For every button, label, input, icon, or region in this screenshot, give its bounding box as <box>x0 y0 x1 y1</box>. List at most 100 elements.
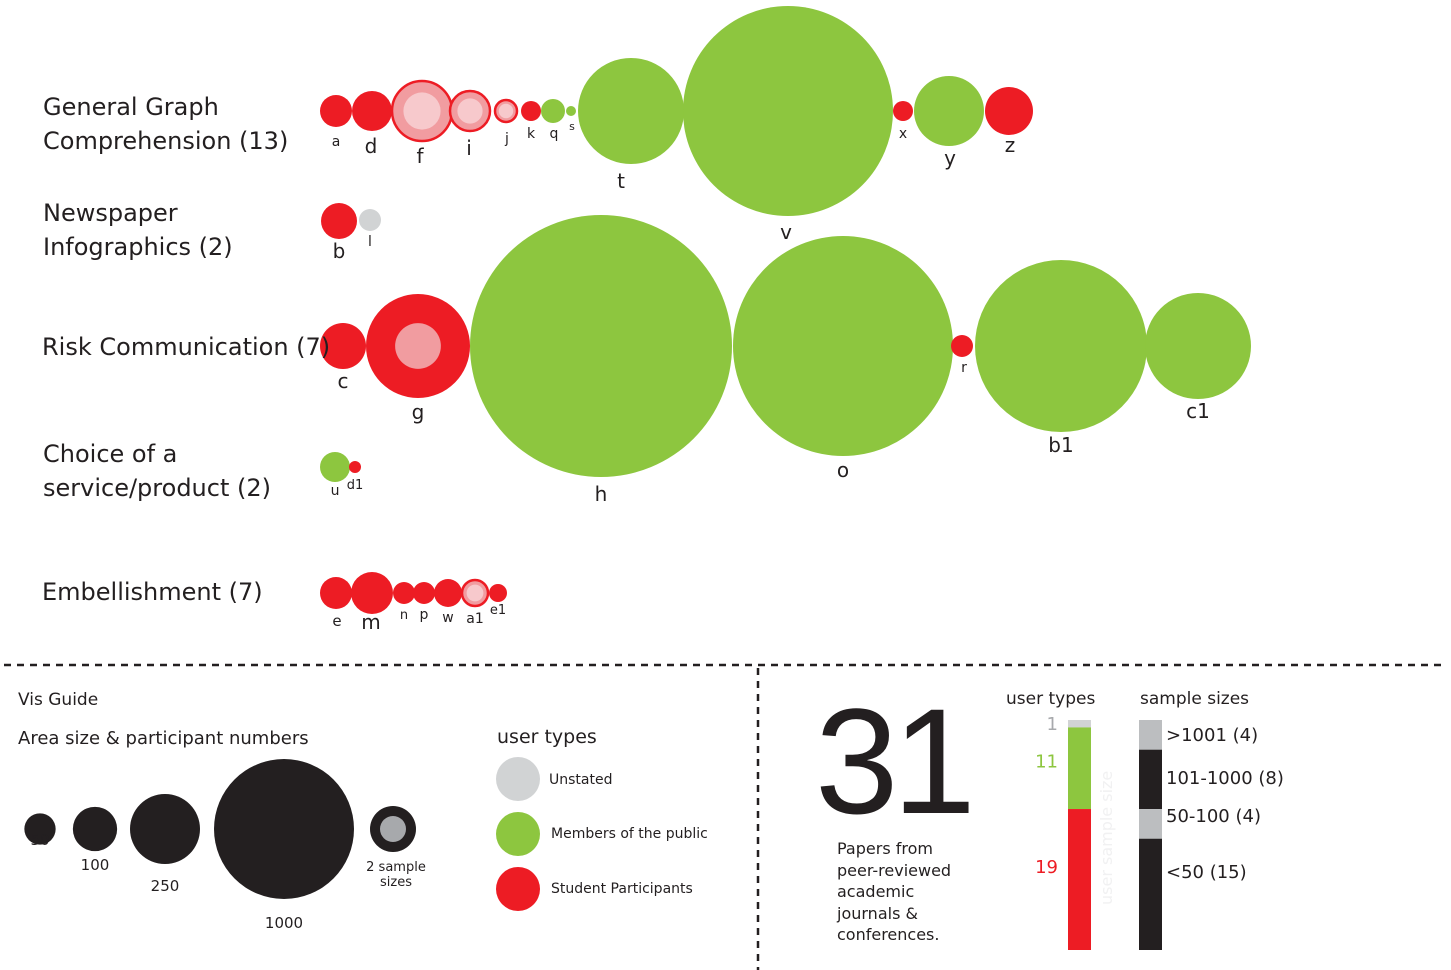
bubble-w <box>434 579 462 607</box>
bubble-label-e: e <box>332 612 341 630</box>
bubble-label-k: k <box>527 126 536 142</box>
bubble-label-h: h <box>595 482 608 506</box>
paper-count: 31 <box>815 677 976 845</box>
guide-area-title: Area size & participant numbers <box>18 728 309 749</box>
bubble-label-b1: b1 <box>1048 433 1073 457</box>
bubble-label-s: s <box>569 120 575 133</box>
guide-user-types-title: user types <box>497 726 597 748</box>
bubble-label-c: c <box>338 369 349 393</box>
bubble-label-e1: e1 <box>490 603 506 618</box>
user-type-bar-label-student: 19 <box>1035 857 1058 878</box>
guide-size-circle-50 <box>24 813 56 845</box>
guide-type-public: Members of the public <box>551 826 708 842</box>
sample-size-bar-0 <box>1139 720 1162 750</box>
category-label-newspaper: Newspaper Infographics (2) <box>43 199 233 261</box>
sample-size-label-3: <50 (15) <box>1166 862 1247 883</box>
guide-type-dot-public <box>496 812 540 856</box>
category-label-choice: Choice of a service/product (2) <box>43 440 271 502</box>
bubble-label-p: p <box>420 607 429 623</box>
bubble-e <box>320 577 352 609</box>
bubble-label-r: r <box>961 360 967 376</box>
bubble-c1 <box>1145 293 1251 399</box>
bubble-label-z: z <box>1005 133 1016 157</box>
bubble-label-i: i <box>466 136 472 160</box>
category-label-general-graph: General Graph Comprehension (13) <box>43 93 289 155</box>
bubble-d <box>352 91 392 131</box>
sample-size-label-2: 50-100 (4) <box>1166 806 1261 827</box>
bubble-label-u: u <box>331 483 340 499</box>
user-sample-size-watermark: user sample size <box>1097 771 1116 905</box>
bubble-label-x: x <box>899 126 907 142</box>
guide-type-dot-unstated <box>496 757 540 801</box>
guide-title: Vis Guide <box>18 690 99 710</box>
bubble-label-g: g <box>412 400 425 424</box>
bubble-z <box>985 87 1033 135</box>
bubble-s <box>566 106 576 116</box>
guide-size-label-100: 100 <box>81 856 110 874</box>
sample-size-bar-3 <box>1139 838 1162 950</box>
bubble-n <box>393 582 415 604</box>
bubble-label-j: j <box>504 131 509 147</box>
bubble-f-inner <box>403 92 441 130</box>
bubble-u <box>320 452 350 482</box>
guide-type-unstated: Unstated <box>549 772 613 788</box>
guide-size-label-1000: 1000 <box>265 914 303 932</box>
category-label-risk: Risk Communication (7) <box>42 333 331 361</box>
bubble-label-v: v <box>780 220 792 244</box>
guide-two-samples-label: 2 sample sizes <box>366 860 426 890</box>
bubble-c <box>320 323 366 369</box>
bubble-label-a: a <box>332 134 341 150</box>
user-type-bar-public <box>1068 727 1091 810</box>
bubble-label-b: b <box>333 239 346 263</box>
bubble-p <box>413 582 435 604</box>
guide-size-label-50: 50 <box>30 831 49 849</box>
user-type-bar-student <box>1068 809 1091 950</box>
bubble-o <box>733 236 953 456</box>
bubble-r <box>951 335 973 357</box>
sample-size-bar-2 <box>1139 809 1162 839</box>
bubble-a <box>320 95 352 127</box>
user-type-bar-label-public: 11 <box>1035 751 1058 772</box>
guide-two-samples-inner <box>380 816 406 842</box>
bubble-label-m: m <box>361 610 380 634</box>
bubble-label-a1: a1 <box>466 611 484 627</box>
bubble-x <box>893 101 913 121</box>
bubble-b1 <box>975 260 1147 432</box>
bubble-label-o: o <box>837 458 849 482</box>
bubble-label-d1: d1 <box>347 478 364 493</box>
guide-size-label-250: 250 <box>151 877 180 895</box>
category-label-embellishment: Embellishment (7) <box>42 578 263 606</box>
bubble-label-c1: c1 <box>1186 399 1210 423</box>
bubble-label-l: l <box>368 234 372 250</box>
bubble-d1 <box>349 461 361 473</box>
bubble-v <box>683 6 893 216</box>
bubble-label-n: n <box>400 608 408 623</box>
paper-description: Papers from peer-reviewed academic journ… <box>837 839 952 944</box>
bubble-y <box>914 76 984 146</box>
bubble-b <box>321 203 357 239</box>
sample-size-label-0: >1001 (4) <box>1166 725 1258 746</box>
summary-user-types-title: user types <box>1006 689 1096 709</box>
bubble-l <box>359 209 381 231</box>
bubble-m <box>351 572 393 614</box>
sample-size-bar-1 <box>1139 749 1162 810</box>
bubble-q <box>541 99 565 123</box>
bubble-h <box>470 215 732 477</box>
bubble-k <box>521 101 541 121</box>
bubble-label-f: f <box>416 144 424 168</box>
bubble-label-d: d <box>365 134 378 158</box>
bubble-j-inner <box>498 103 514 119</box>
guide-size-circle-1000 <box>214 759 354 899</box>
guide-type-dot-student <box>496 867 540 911</box>
guide-size-circle-250 <box>130 794 200 864</box>
sample-size-label-1: 101-1000 (8) <box>1166 768 1284 789</box>
bubble-e1 <box>489 584 507 602</box>
user-type-bar-unstated <box>1068 720 1091 728</box>
guide-size-circle-100 <box>72 806 118 852</box>
summary-sample-sizes-title: sample sizes <box>1140 689 1250 709</box>
bubble-label-w: w <box>442 610 453 626</box>
user-type-bar-label-unstated: 1 <box>1047 714 1058 735</box>
bubble-i-inner <box>457 98 483 124</box>
bubble-label-t: t <box>617 169 625 193</box>
